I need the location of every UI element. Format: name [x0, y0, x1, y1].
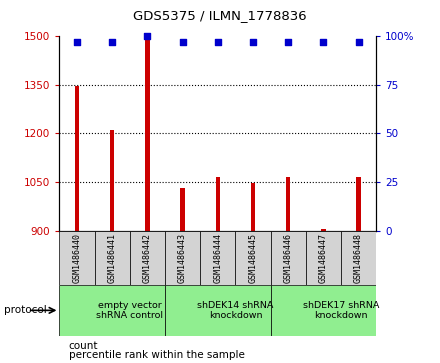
Text: GSM1486447: GSM1486447 [319, 233, 328, 283]
Text: percentile rank within the sample: percentile rank within the sample [69, 350, 244, 360]
Text: count: count [69, 341, 98, 351]
Bar [306, 231, 341, 285]
Text: GSM1486445: GSM1486445 [249, 233, 257, 283]
Text: shDEK14 shRNA
knockdown: shDEK14 shRNA knockdown [197, 301, 274, 320]
Bar [110, 130, 114, 231]
Text: GSM1486448: GSM1486448 [354, 233, 363, 283]
Bar [145, 37, 150, 231]
Bar [200, 231, 235, 285]
Bar [95, 231, 130, 285]
Bar [235, 231, 271, 285]
Bar [251, 183, 255, 231]
Text: GSM1486443: GSM1486443 [178, 233, 187, 283]
Point [144, 33, 151, 39]
Point [249, 39, 257, 45]
Text: shDEK17 shRNA
knockdown: shDEK17 shRNA knockdown [303, 301, 379, 320]
Bar [321, 229, 326, 231]
Bar [341, 231, 376, 285]
Bar [165, 285, 271, 336]
Text: GSM1486446: GSM1486446 [284, 233, 293, 283]
Bar [165, 231, 200, 285]
Bar [216, 177, 220, 231]
Text: GSM1486442: GSM1486442 [143, 233, 152, 283]
Text: GSM1486440: GSM1486440 [73, 233, 81, 283]
Text: GDS5375 / ILMN_1778836: GDS5375 / ILMN_1778836 [133, 9, 307, 22]
Point [73, 39, 81, 45]
Text: empty vector
shRNA control: empty vector shRNA control [96, 301, 163, 320]
Bar [271, 285, 376, 336]
Bar [271, 231, 306, 285]
Bar [180, 188, 185, 231]
Point [285, 39, 292, 45]
Text: GSM1486444: GSM1486444 [213, 233, 222, 283]
Bar [75, 86, 79, 231]
Text: GSM1486441: GSM1486441 [108, 233, 117, 283]
Bar [286, 177, 290, 231]
Bar [59, 231, 95, 285]
Bar [130, 231, 165, 285]
Point [355, 39, 362, 45]
Point [179, 39, 186, 45]
Point [320, 39, 327, 45]
Point [214, 39, 221, 45]
Text: protocol: protocol [4, 305, 47, 315]
Bar [356, 177, 361, 231]
Bar [59, 285, 165, 336]
Point [109, 39, 116, 45]
